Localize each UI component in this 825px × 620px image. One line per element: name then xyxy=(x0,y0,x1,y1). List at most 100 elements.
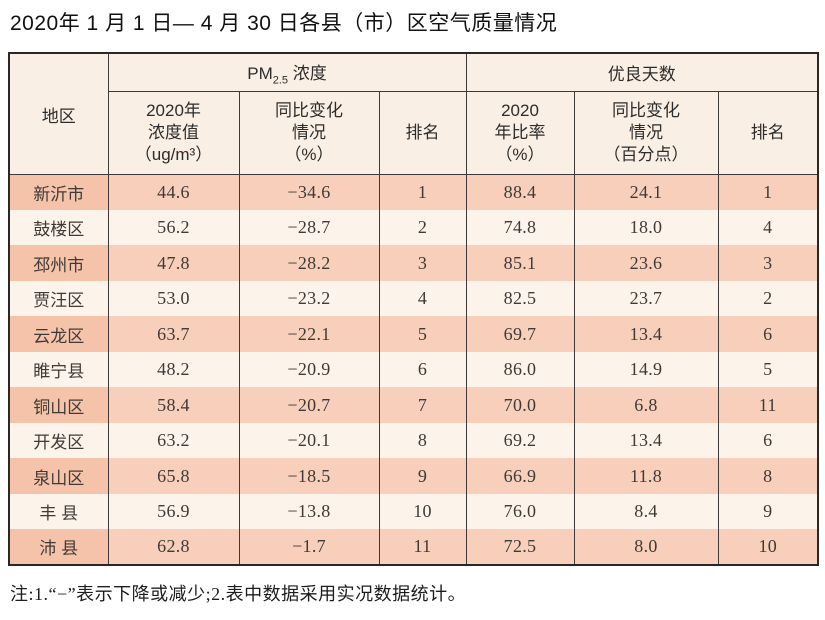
pm25-subscript: 2.5 xyxy=(272,74,289,87)
sub-header-row: 2020年 浓度值 （ug/m³） 同比变化 情况 （%） 排名 2020 年比… xyxy=(9,90,819,175)
good-ratio-cell: 82.5 xyxy=(465,280,575,317)
good-rank-column-header: 排名 xyxy=(717,90,819,175)
pm-value-cell: 63.2 xyxy=(107,422,240,459)
region-cell: 新沂市 xyxy=(8,174,109,210)
region-cell: 邳州市 xyxy=(8,245,109,281)
good-change-cell: 6.8 xyxy=(573,387,719,423)
pm-change-cell: −28.2 xyxy=(238,245,380,281)
pm-rank-cell: 2 xyxy=(378,209,467,246)
good-ratio-cell: 69.2 xyxy=(465,422,575,459)
pm-rank-cell: 1 xyxy=(378,174,467,210)
pm-rank-cell: 4 xyxy=(378,280,467,317)
pm-change-cell: −34.6 xyxy=(238,174,380,210)
pm-rank-cell: 5 xyxy=(378,316,467,352)
good-rank-cell: 10 xyxy=(717,529,819,565)
table-row: 邳州市 47.8 −28.2 3 85.1 23.6 3 xyxy=(8,245,819,281)
table-row: 开发区 63.2 −20.1 8 69.2 13.4 6 xyxy=(8,422,819,459)
good-ratio-column-header: 2020 年比率 （%） xyxy=(465,90,575,175)
region-column-header: 地区 xyxy=(8,52,109,175)
good-ratio-cell: 86.0 xyxy=(465,351,575,388)
pm-value-cell: 48.2 xyxy=(107,351,240,388)
table-row: 睢宁县 48.2 −20.9 6 86.0 14.9 5 xyxy=(8,351,819,388)
table-row: 贾汪区 53.0 −23.2 4 82.5 23.7 2 xyxy=(8,280,819,317)
pm-value-column-header: 2020年 浓度值 （ug/m³） xyxy=(107,90,240,175)
pm-rank-cell: 7 xyxy=(378,387,467,423)
table-row: 泉山区 65.8 −18.5 9 66.9 11.8 8 xyxy=(8,458,819,494)
good-rank-cell: 8 xyxy=(717,458,819,494)
good-rank-cell: 3 xyxy=(717,245,819,281)
good-rank-cell: 5 xyxy=(717,351,819,388)
pm-value-cell: 62.8 xyxy=(107,529,240,565)
good-change-cell: 24.1 xyxy=(573,174,719,210)
good-change-cell: 18.0 xyxy=(573,209,719,246)
good-ratio-cell: 69.7 xyxy=(465,316,575,352)
region-cell: 贾汪区 xyxy=(8,280,109,317)
page-title: 2020年 1 月 1 日— 4 月 30 日各县（市）区空气质量情况 xyxy=(10,12,558,35)
group-header-row: 地区 PM2.5 浓度 优良天数 xyxy=(8,52,819,175)
pm-rank-cell: 9 xyxy=(378,458,467,494)
pm25-label-rest: 浓度 xyxy=(288,63,327,83)
pm-change-cell: −13.8 xyxy=(238,493,380,530)
good-change-cell: 8.4 xyxy=(573,493,719,530)
good-change-cell: 14.9 xyxy=(573,351,719,388)
region-cell: 开发区 xyxy=(8,422,109,459)
pm-value-cell: 44.6 xyxy=(107,174,240,210)
table-row: 云龙区 63.7 −22.1 5 69.7 13.4 6 xyxy=(8,316,819,352)
good-ratio-cell: 66.9 xyxy=(465,458,575,494)
good-change-cell: 23.7 xyxy=(573,280,719,317)
table-row: 丰 县 56.9 −13.8 10 76.0 8.4 9 xyxy=(8,493,819,530)
good-ratio-cell: 72.5 xyxy=(465,529,575,565)
pm25-label: PM xyxy=(247,63,273,83)
region-cell: 沛 县 xyxy=(8,529,109,565)
pm-value-cell: 56.2 xyxy=(107,209,240,246)
pm-value-cell: 63.7 xyxy=(107,316,240,352)
good-change-cell: 11.8 xyxy=(573,458,719,494)
good-change-cell: 23.6 xyxy=(573,245,719,281)
good-ratio-cell: 85.1 xyxy=(465,245,575,281)
pm-change-cell: −20.7 xyxy=(238,387,380,423)
good-change-cell: 8.0 xyxy=(573,529,719,565)
good-change-column-header: 同比变化 情况 （百分点） xyxy=(573,90,719,175)
good-ratio-cell: 70.0 xyxy=(465,387,575,423)
pm-rank-column-header: 排名 xyxy=(378,90,467,175)
table-row: 铜山区 58.4 −20.7 7 70.0 6.8 11 xyxy=(8,387,819,423)
region-cell: 丰 县 xyxy=(8,493,109,530)
pm-value-cell: 56.9 xyxy=(107,493,240,530)
good-days-group-header: 优良天数 xyxy=(465,52,819,92)
pm-change-cell: −20.1 xyxy=(238,422,380,459)
pm25-group-header: PM2.5 浓度 xyxy=(107,52,467,92)
table-row: 沛 县 62.8 −1.7 11 72.5 8.0 10 xyxy=(8,529,819,565)
table-body: 新沂市 44.6 −34.6 1 88.4 24.1 1 鼓楼区 56.2 −28.7 2 74.8 1… xyxy=(8,174,819,565)
pm-change-cell: −20.9 xyxy=(238,351,380,388)
good-ratio-cell: 74.8 xyxy=(465,209,575,246)
table-header: 地区 PM2.5 浓度 优良天数 2020年 浓度值 （ug/m³） 同比变化 … xyxy=(8,52,819,175)
good-rank-cell: 11 xyxy=(717,387,819,423)
pm-change-cell: −23.2 xyxy=(238,280,380,317)
pm-change-cell: −18.5 xyxy=(238,458,380,494)
good-change-cell: 13.4 xyxy=(573,316,719,352)
pm-value-cell: 47.8 xyxy=(107,245,240,281)
pm-rank-cell: 11 xyxy=(378,529,467,565)
pm-rank-cell: 3 xyxy=(378,245,467,281)
region-cell: 泉山区 xyxy=(8,458,109,494)
footnote: 注:1.“−”表示下降或减少;2.表中数据采用实况数据统计。 xyxy=(10,583,467,604)
pm-change-cell: −1.7 xyxy=(238,529,380,565)
good-rank-cell: 6 xyxy=(717,422,819,459)
pm-rank-cell: 8 xyxy=(378,422,467,459)
good-change-cell: 13.4 xyxy=(573,422,719,459)
good-ratio-cell: 88.4 xyxy=(465,174,575,210)
pm-change-cell: −22.1 xyxy=(238,316,380,352)
good-rank-cell: 1 xyxy=(717,174,819,210)
good-rank-cell: 9 xyxy=(717,493,819,530)
good-rank-cell: 4 xyxy=(717,209,819,246)
good-rank-cell: 2 xyxy=(717,280,819,317)
pm-rank-cell: 6 xyxy=(378,351,467,388)
pm-change-cell: −28.7 xyxy=(238,209,380,246)
pm-change-column-header: 同比变化 情况 （%） xyxy=(238,90,380,175)
good-rank-cell: 6 xyxy=(717,316,819,352)
region-cell: 睢宁县 xyxy=(8,351,109,388)
air-quality-table: 地区 PM2.5 浓度 优良天数 2020年 浓度值 （ug/m³） 同比变化 … xyxy=(8,52,820,566)
pm-rank-cell: 10 xyxy=(378,493,467,530)
region-cell: 鼓楼区 xyxy=(8,209,109,246)
